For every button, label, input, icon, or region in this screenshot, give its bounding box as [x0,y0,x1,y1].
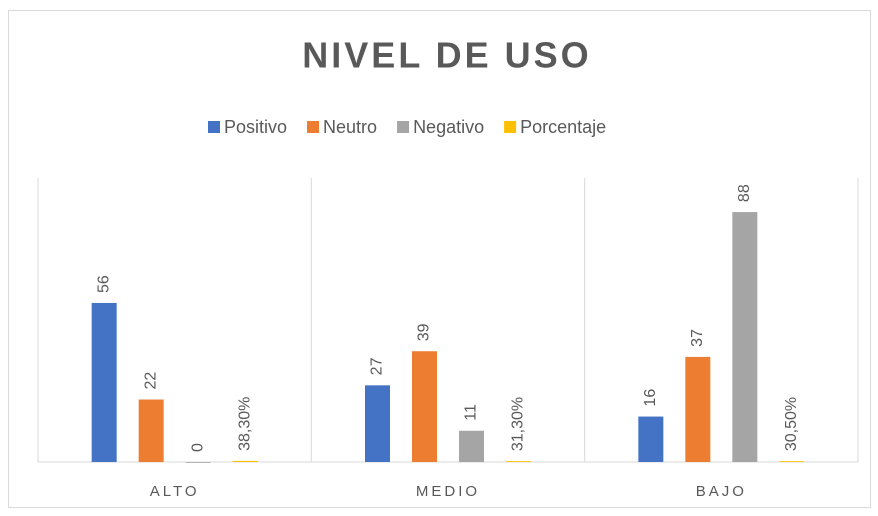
bar [412,351,437,462]
bar [685,356,711,462]
data-label: 37 [689,329,706,347]
data-label: 56 [95,275,112,293]
bar [365,385,390,462]
bar [779,461,805,462]
bar [506,461,531,462]
data-label: 31,30% [510,397,527,451]
data-label: 27 [369,357,386,375]
bar [91,302,117,462]
data-label: 38,30% [236,397,253,451]
legend-swatch [504,121,517,133]
bar [459,430,484,462]
data-label: 39 [416,323,433,341]
data-label: 88 [736,184,753,202]
data-label: 22 [142,372,159,390]
bar [185,462,211,463]
legend-swatch [307,121,320,133]
legend-swatch [208,121,220,133]
legend-swatch [397,121,410,133]
x-tick-label: BAJO [696,483,747,500]
data-label: 16 [642,389,659,407]
legend-label: Positivo [224,117,287,137]
x-tick-label: ALTO [150,483,200,500]
bar [732,212,758,462]
data-label: 30,50% [783,397,800,451]
chart-title: NIVEL DE USO [302,35,591,76]
x-tick-label: MEDIO [416,483,480,500]
bar [232,460,258,462]
bar [638,416,664,462]
legend-label: Porcentaje [520,117,606,137]
bar [138,399,164,462]
legend-label: Neutro [323,117,377,137]
data-label: 0 [189,443,206,452]
data-label: 11 [463,404,480,421]
legend-label: Negativo [413,117,484,137]
